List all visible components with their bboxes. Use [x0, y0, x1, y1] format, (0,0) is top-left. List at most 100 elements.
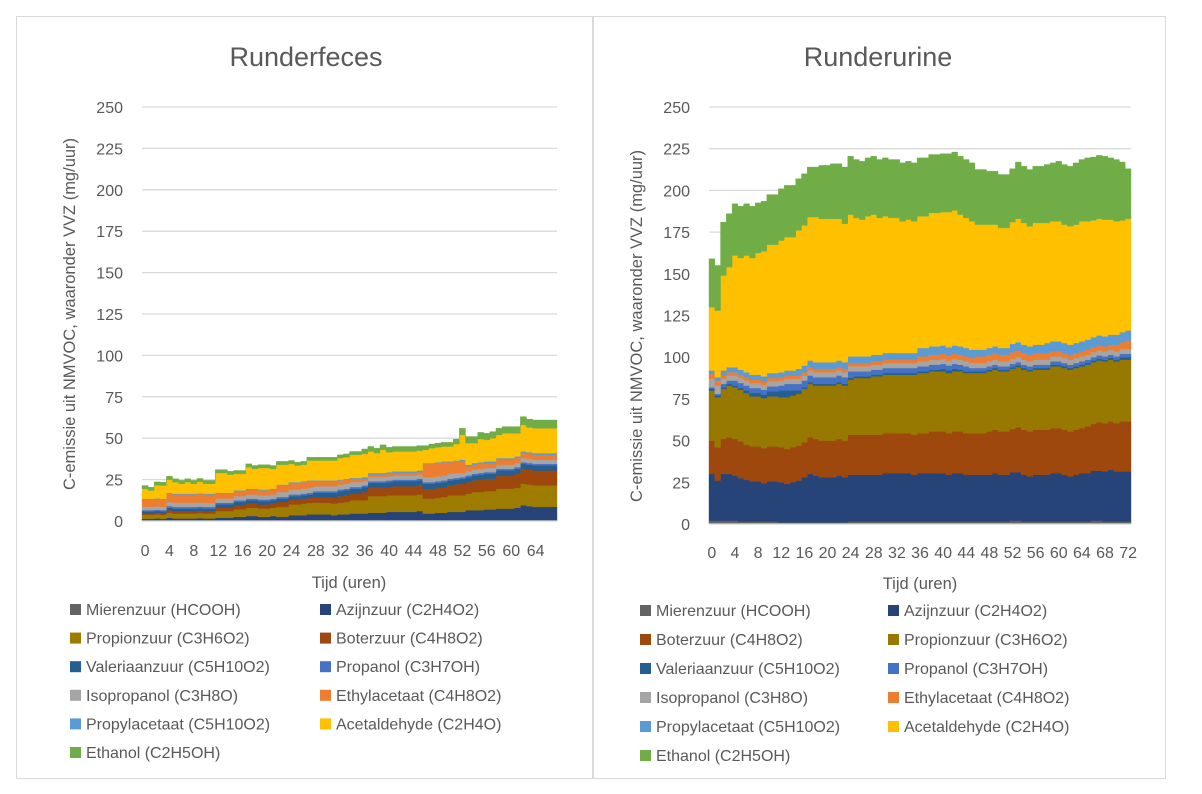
- y-tick-label: 250: [96, 100, 123, 117]
- legend-label: Propanol (C3H7OH): [904, 661, 1048, 678]
- legend-swatch: [70, 604, 81, 615]
- legend-swatch: [640, 721, 651, 732]
- legend-item: Ethanol (C2H5OH): [70, 745, 220, 762]
- y-axis-label: C-emissie uit NMVOC, waaronder VVZ (mg/u…: [61, 138, 79, 490]
- legend-item: Boterzuur (C4H8O2): [320, 631, 483, 648]
- y-tick-label: 225: [96, 141, 123, 158]
- chart-title: Runderurine: [804, 42, 953, 72]
- legend-item: Acetaldehyde (C2H4O): [888, 719, 1069, 736]
- legend-item: Azijnzuur (C2H4O2): [320, 602, 479, 619]
- y-tick-label: 100: [663, 350, 690, 367]
- y-tick-label: 25: [105, 473, 123, 490]
- x-axis-label: Tijd (uren): [883, 575, 958, 593]
- x-tick-label: 44: [405, 543, 423, 560]
- x-tick-label: 36: [911, 545, 929, 562]
- legend-item: Mierenzuur (HCOOH): [70, 602, 241, 619]
- legend-label: Boterzuur (C4H8O2): [656, 632, 803, 649]
- x-tick-label: 48: [980, 545, 998, 562]
- x-tick-label: 4: [731, 545, 740, 562]
- y-tick-label: 25: [672, 475, 690, 492]
- y-tick-label: 150: [96, 266, 123, 283]
- chart-runderfeces: Runderfeces C-emissie uit NMVOC, waarond…: [61, 42, 558, 762]
- x-tick-label: 24: [283, 543, 301, 560]
- x-tick-label: 16: [234, 543, 252, 560]
- y-tick-label: 250: [663, 100, 690, 117]
- legend-label: Valeriaanzuur (C5H10O2): [656, 661, 840, 678]
- x-tick-label: 32: [331, 543, 349, 560]
- legend-label: Mierenzuur (HCOOH): [86, 602, 241, 619]
- y-tick-label: 50: [672, 434, 690, 451]
- legend-swatch: [640, 634, 651, 645]
- legend-swatch: [888, 634, 899, 645]
- legend-label: Mierenzuur (HCOOH): [656, 603, 811, 620]
- legend-item: Propylacetaat (C5H10O2): [640, 719, 840, 736]
- x-tick-label: 68: [1096, 545, 1114, 562]
- x-tick-label: 16: [795, 545, 813, 562]
- y-tick-label: 0: [681, 517, 690, 534]
- x-tick-label: 64: [527, 543, 545, 560]
- x-tick-label: 52: [454, 543, 472, 560]
- x-tick-label: 0: [141, 543, 150, 560]
- x-tick-label: 20: [258, 543, 276, 560]
- y-tick-label: 200: [663, 183, 690, 200]
- x-tick-label: 8: [189, 543, 198, 560]
- x-tick-label: 12: [209, 543, 227, 560]
- legend-swatch: [888, 663, 899, 674]
- legend-label: Ethanol (C2H5OH): [86, 745, 220, 762]
- legend-label: Ethylacetaat (C4H8O2): [904, 690, 1069, 707]
- legend-item: Propionzuur (C3H6O2): [70, 631, 250, 648]
- chart-runderurine: Runderurine C-emissie uit NMVOC, waarond…: [628, 42, 1137, 765]
- legend-swatch: [888, 721, 899, 732]
- legend-label: Acetaldehyde (C2H4O): [336, 716, 501, 733]
- y-tick-label: 200: [96, 183, 123, 200]
- legend-item: Acetaldehyde (C2H4O): [320, 716, 501, 733]
- x-tick-label: 8: [754, 545, 763, 562]
- legend-swatch: [70, 689, 81, 701]
- legend-swatch: [320, 661, 331, 673]
- figure-frame: [16, 16, 1166, 779]
- legend-label: Ethylacetaat (C4H8O2): [336, 688, 501, 705]
- x-tick-label: 40: [380, 543, 398, 560]
- legend-item: Propylacetaat (C5H10O2): [70, 716, 270, 733]
- legend-swatch: [320, 689, 331, 701]
- legend-item: Propanol (C3H7OH): [320, 659, 480, 676]
- legend-label: Propionzuur (C3H6O2): [86, 631, 250, 648]
- legend-label: Isopropanol (C3H8O): [656, 690, 808, 707]
- x-tick-label: 28: [307, 543, 325, 560]
- legend-item: Ethanol (C2H5OH): [640, 748, 790, 765]
- x-tick-label: 32: [888, 545, 906, 562]
- legend-label: Isopropanol (C3H8O): [86, 688, 238, 705]
- x-axis-label: Tijd (uren): [312, 574, 387, 592]
- legend-swatch: [70, 661, 81, 673]
- legend-item: Mierenzuur (HCOOH): [640, 603, 811, 620]
- x-tick-label: 56: [478, 543, 496, 560]
- x-tick-label: 60: [502, 543, 520, 560]
- legend-item: Isopropanol (C3H8O): [640, 690, 808, 707]
- y-tick-label: 75: [105, 390, 123, 407]
- legend-swatch: [320, 604, 331, 615]
- legend-item: Azijnzuur (C2H4O2): [888, 603, 1047, 620]
- area-series-ethanol: [708, 151, 1132, 311]
- x-tick-label: 36: [356, 543, 374, 560]
- legend-label: Azijnzuur (C2H4O2): [904, 603, 1047, 620]
- x-tick-label: 28: [865, 545, 883, 562]
- legend-item: Propanol (C3H7OH): [888, 661, 1048, 678]
- y-tick-label: 100: [96, 348, 123, 365]
- chart-title: Runderfeces: [229, 42, 382, 72]
- legend-label: Propylacetaat (C5H10O2): [656, 719, 840, 736]
- x-tick-label: 44: [957, 545, 975, 562]
- y-tick-label: 75: [672, 392, 690, 409]
- legend-item: Ethylacetaat (C4H8O2): [320, 688, 501, 705]
- legend-swatch: [320, 718, 331, 730]
- legend-label: Azijnzuur (C2H4O2): [336, 602, 479, 619]
- area-series-ethanol: [141, 416, 558, 491]
- x-tick-label: 60: [1050, 545, 1068, 562]
- y-tick-label: 175: [663, 225, 690, 242]
- x-tick-label: 12: [772, 545, 790, 562]
- legend-swatch: [888, 605, 899, 616]
- legend-swatch: [320, 632, 331, 644]
- legend-swatch: [640, 663, 651, 674]
- legend-item: Propionzuur (C3H6O2): [888, 632, 1068, 649]
- x-tick-label: 0: [707, 545, 716, 562]
- panel-divider: [592, 16, 594, 779]
